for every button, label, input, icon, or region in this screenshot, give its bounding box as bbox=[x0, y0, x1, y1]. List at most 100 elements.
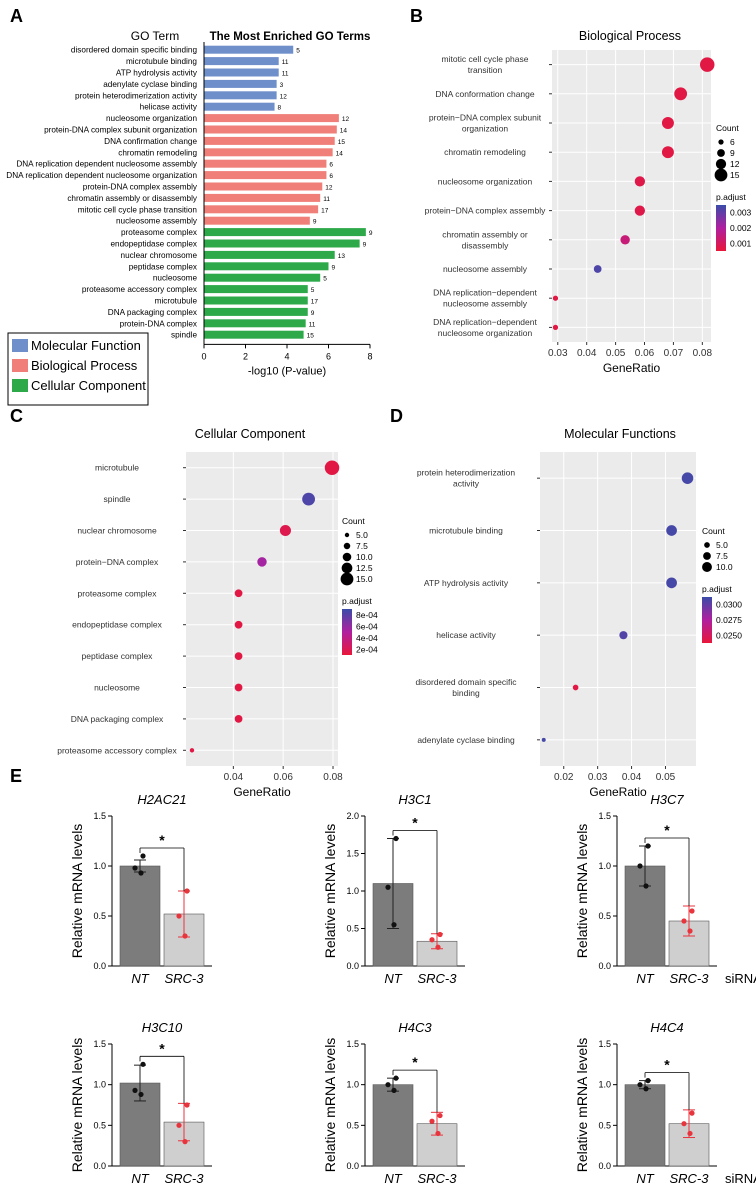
gene-title: H3C7 bbox=[650, 792, 684, 807]
bar bbox=[204, 193, 321, 202]
term-label: transition bbox=[468, 65, 503, 75]
bar-count-label: 17 bbox=[311, 299, 319, 306]
y-tick-label: 1.0 bbox=[93, 1080, 106, 1090]
bar-label: nucleosome organization bbox=[106, 114, 197, 123]
y-tick-label: 1.0 bbox=[346, 886, 359, 896]
panel-a-bar-chart: GO Term The Most Enriched GO Terms disorde… bbox=[6, 29, 373, 406]
category-label: NT bbox=[384, 971, 402, 986]
size-legend-label: 7.5 bbox=[716, 551, 728, 561]
legend-box bbox=[7, 332, 149, 406]
bar-count-label: 9 bbox=[363, 242, 367, 249]
qpcr-subplot: H3C10 0.0 0.5 1.0 1.5 Relative mRNA levels NT S… bbox=[69, 1020, 212, 1186]
y-tick-label: 0.0 bbox=[346, 1161, 359, 1171]
size-legend-label: 15.0 bbox=[356, 574, 373, 584]
color-legend-label: 8e-04 bbox=[356, 610, 378, 620]
x-tick-label: 2 bbox=[243, 351, 248, 361]
term-label: protein−DNA complex bbox=[76, 557, 159, 567]
y-axis-label: Relative mRNA levels bbox=[322, 1038, 338, 1173]
bar bbox=[204, 273, 321, 282]
bar-count-label: 9 bbox=[311, 310, 315, 317]
replicate-point bbox=[132, 1087, 138, 1093]
bar bbox=[372, 1084, 414, 1167]
replicate-point bbox=[681, 1121, 687, 1127]
bar-label: chromatin assembly or disassembly bbox=[67, 194, 198, 203]
color-legend-label: 0.003 bbox=[730, 208, 752, 218]
plot-background bbox=[186, 452, 338, 766]
bar bbox=[624, 1084, 666, 1167]
x-tick-label: 0.08 bbox=[693, 348, 713, 359]
bar-label: DNA replication dependent nucleosome ass… bbox=[16, 160, 198, 169]
color-legend-label: 0.001 bbox=[730, 238, 752, 248]
bar-label: microtubule binding bbox=[126, 57, 197, 66]
size-legend-dot bbox=[340, 572, 354, 586]
replicate-point bbox=[643, 883, 649, 889]
bar-count-label: 14 bbox=[336, 150, 344, 157]
bar-label: proteasome accessory complex bbox=[82, 285, 197, 294]
replicate-point bbox=[645, 843, 651, 849]
bar-label: disordered domain specific binding bbox=[71, 46, 198, 55]
bar-label: nucleosome assembly bbox=[116, 217, 198, 226]
bar-label: microtubule bbox=[155, 297, 198, 306]
color-legend-label: 2e-04 bbox=[356, 644, 378, 654]
bar-label: spindle bbox=[171, 331, 197, 340]
term-label: DNA replication−dependent bbox=[433, 317, 537, 327]
bar-count-label: 6 bbox=[329, 162, 333, 169]
significance-star: * bbox=[664, 1057, 670, 1073]
category-label: NT bbox=[636, 971, 654, 986]
bar-count-label: 8 bbox=[278, 105, 282, 112]
bar-count-label: 14 bbox=[340, 128, 348, 135]
sirna-label: siRNA bbox=[725, 971, 756, 986]
size-legend-label: 12.5 bbox=[356, 563, 373, 573]
dot-point bbox=[661, 146, 674, 159]
x-tick-label: 0.06 bbox=[635, 348, 655, 359]
x-axis-label: GeneRatio bbox=[233, 785, 291, 799]
bar bbox=[204, 79, 277, 88]
term-label: chromatin assembly or bbox=[442, 229, 528, 239]
size-legend-dot bbox=[718, 139, 724, 145]
bar bbox=[204, 125, 337, 134]
chart-title: Biological Process bbox=[579, 29, 681, 43]
y-tick-label: 0.5 bbox=[346, 924, 359, 934]
bar-label: adenylate cyclase binding bbox=[103, 80, 197, 89]
replicate-point bbox=[393, 835, 399, 842]
term-label: activity bbox=[453, 479, 480, 489]
term-label: protein heterodimerization bbox=[417, 468, 516, 478]
term-label: peptidase complex bbox=[82, 651, 154, 661]
x-axis-label: -log10 (P-value) bbox=[248, 365, 326, 377]
term-label: disordered domain specific bbox=[415, 677, 517, 687]
y-tick-label: 0.5 bbox=[598, 911, 611, 921]
bar-count-label: 11 bbox=[323, 196, 330, 203]
term-label: protein−DNA complex assembly bbox=[425, 206, 546, 216]
term-label: microtubule binding bbox=[429, 526, 503, 536]
dot-point bbox=[634, 205, 646, 216]
bar-count-label: 15 bbox=[307, 333, 315, 340]
replicate-point bbox=[182, 933, 188, 939]
plot-background bbox=[540, 452, 696, 766]
bar-count-label: 13 bbox=[338, 253, 346, 260]
dot-point bbox=[234, 589, 243, 598]
bar-label: proteasome complex bbox=[121, 228, 197, 237]
dot-point bbox=[593, 265, 602, 273]
size-legend-dot bbox=[343, 542, 351, 550]
significance-star: * bbox=[664, 822, 670, 838]
bar-label: protein-DNA complex assembly bbox=[83, 183, 198, 192]
y-tick-label: 1.0 bbox=[598, 861, 611, 871]
replicate-point bbox=[138, 1091, 144, 1098]
bar bbox=[204, 182, 323, 191]
y-tick-label: 1.5 bbox=[93, 811, 106, 821]
category-label: SRC-3 bbox=[669, 971, 709, 986]
color-legend-label: 6e-04 bbox=[356, 621, 378, 631]
term-label: DNA packaging complex bbox=[71, 714, 164, 724]
y-tick-label: 0.0 bbox=[93, 961, 106, 971]
y-tick-label: 1.5 bbox=[346, 1039, 359, 1049]
bar bbox=[204, 319, 306, 328]
size-legend-label: 5.0 bbox=[716, 540, 728, 550]
size-legend-dot bbox=[702, 562, 712, 572]
replicate-point bbox=[681, 918, 687, 924]
category-label: SRC-3 bbox=[669, 1171, 709, 1186]
bar-count-label: 11 bbox=[309, 321, 316, 328]
legend-label: Biological Process bbox=[31, 358, 138, 373]
color-legend-title: p.adjust bbox=[716, 192, 746, 202]
